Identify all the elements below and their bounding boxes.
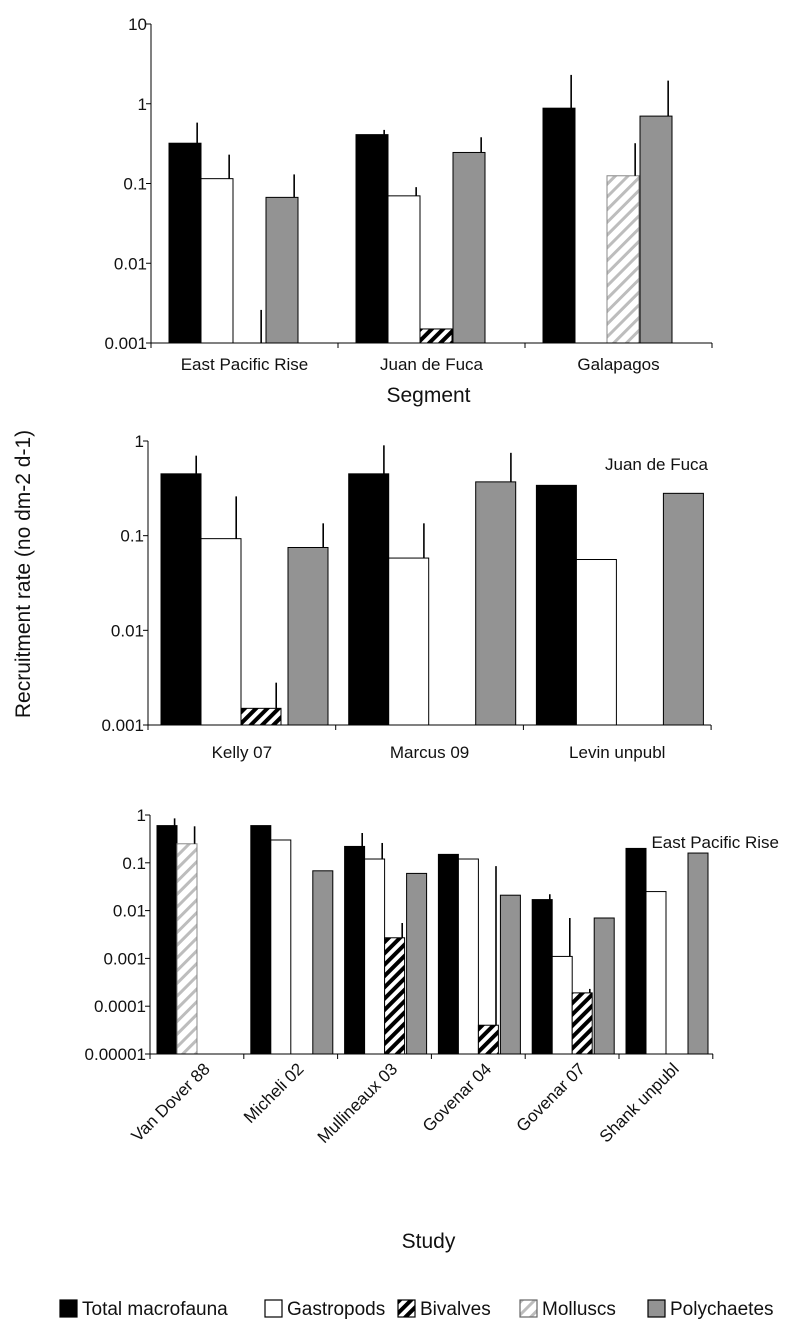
bar-molluscs-galapagos	[606, 175, 640, 344]
bar-polychaetes-govenar-04	[499, 894, 521, 1055]
bar-gastropods-kelly-07	[200, 538, 242, 726]
bar-total-macrofauna-marcus-09	[348, 473, 390, 726]
legend-label-total-macrofauna: Total macrofauna	[82, 1299, 228, 1320]
panel-juan-de-fuca: 1 0.1 0.01 0.001 Kelly 07 Marcus 09 Levin unpu…	[101, 432, 712, 762]
bar-polychaetes-kelly-07	[287, 546, 329, 726]
y-tick-label: 0.01	[111, 621, 144, 640]
panel-annotation: East Pacific Rise	[651, 833, 779, 852]
bar-polychaetes-shank-unpubl	[687, 852, 709, 1055]
x-category-label: East Pacific Rise	[181, 355, 309, 374]
bar-gastropods-govenar-04	[457, 858, 479, 1055]
bar-total-macrofauna-levin-unpubl	[535, 484, 577, 726]
y-tick-label: 0.01	[114, 254, 147, 273]
legend-swatch-bivalves	[397, 1299, 416, 1318]
y-tick-label: 0.001	[104, 334, 147, 353]
y-tick-label: 0.0001	[94, 997, 146, 1016]
bar-polychaetes-govenar-07	[593, 917, 615, 1055]
x-category-label: Micheli 02	[240, 1059, 308, 1127]
panel-segment: 10 1 0.1 0.01 0.001 East Pacific Rise Juan de …	[104, 15, 713, 407]
bar-total-macrofauna-kelly-07	[160, 473, 202, 726]
x-axis-label: Segment	[386, 384, 470, 407]
legend-label-molluscs: Molluscs	[542, 1299, 616, 1320]
bar-bivalves-govenar-04	[477, 1024, 499, 1055]
legend-swatch-molluscs	[519, 1299, 538, 1318]
y-tick-label: 0.1	[122, 854, 146, 873]
x-category-label: Juan de Fuca	[380, 355, 484, 374]
y-tick-label: 0.1	[123, 175, 147, 194]
bar-gastropods-juan-de-fuca	[387, 195, 421, 344]
bar-polychaetes-levin-unpubl	[662, 492, 704, 726]
bar-total-macrofauna-juan-de-fuca	[355, 134, 389, 344]
legend-label-bivalves: Bivalves	[420, 1299, 491, 1320]
bar-bivalves-govenar-07	[571, 992, 593, 1055]
bar-gastropods-shank-unpubl	[645, 891, 667, 1055]
y-tick-label: 0.001	[103, 949, 146, 968]
bar-total-macrofauna-mullineaux-03	[344, 845, 366, 1055]
bar-total-macrofauna-govenar-04	[437, 853, 459, 1055]
x-category-label: Van Dover 88	[128, 1059, 214, 1145]
legend-swatch-total-macrofauna	[59, 1299, 78, 1318]
x-category-label: Mullineaux 03	[314, 1059, 402, 1147]
bar-gastropods-micheli-02	[270, 839, 292, 1055]
x-category-label: Galapagos	[577, 355, 659, 374]
x-category-label: Kelly 07	[212, 743, 272, 762]
x-category-label: Govenar 04	[419, 1059, 495, 1135]
bar-gastropods-east-pacific-rise	[200, 178, 234, 344]
bar-total-macrofauna-micheli-02	[250, 825, 272, 1055]
bar-polychaetes-mullineaux-03	[406, 872, 428, 1055]
y-tick-label: 1	[135, 432, 144, 451]
bar-gastropods-levin-unpubl	[575, 559, 617, 726]
bar-gastropods-govenar-07	[551, 955, 573, 1055]
legend: Total macrofauna Gastropods Bivalves Mollus…	[59, 1299, 774, 1320]
y-tick-label: 0.00001	[85, 1045, 146, 1064]
y-tick-label: 0.01	[113, 902, 146, 921]
y-tick-label: 0.001	[101, 716, 144, 735]
bar-total-macrofauna-govenar-07	[531, 899, 553, 1055]
bar-polychaetes-juan-de-fuca	[452, 151, 486, 344]
bar-total-macrofauna-van-dover-88	[156, 825, 178, 1055]
bar-gastropods-mullineaux-03	[364, 858, 386, 1055]
y-tick-label: 1	[138, 95, 147, 114]
bar-bivalves-juan-de-fuca	[419, 328, 453, 344]
bar-total-macrofauna-shank-unpubl	[625, 847, 647, 1055]
bar-polychaetes-east-pacific-rise	[265, 196, 299, 344]
legend-swatch-gastropods	[264, 1299, 283, 1318]
y-tick-label: 10	[128, 15, 147, 34]
bar-molluscs-van-dover-88	[176, 843, 198, 1055]
y-axis-label: Recruitment rate (no dm-2 d-1)	[12, 430, 35, 718]
bar-gastropods-marcus-09	[388, 557, 430, 726]
x-category-label: Marcus 09	[390, 743, 469, 762]
y-tick-label: 1	[137, 806, 146, 825]
bar-polychaetes-marcus-09	[475, 481, 517, 726]
bar-polychaetes-galapagos	[639, 115, 673, 344]
bar-total-macrofauna-galapagos	[542, 107, 576, 344]
x-axis-label: Study	[402, 1230, 456, 1253]
legend-label-gastropods: Gastropods	[287, 1299, 385, 1320]
legend-label-polychaetes: Polychaetes	[670, 1299, 774, 1320]
x-category-label: Levin unpubl	[569, 743, 665, 762]
y-tick-label: 0.1	[120, 527, 144, 546]
x-category-label: Govenar 07	[513, 1059, 589, 1135]
bar-total-macrofauna-east-pacific-rise	[168, 142, 202, 344]
x-category-label: Shank unpubl	[596, 1059, 683, 1146]
bar-bivalves-mullineaux-03	[384, 937, 406, 1055]
bar-polychaetes-micheli-02	[312, 870, 334, 1055]
bar-bivalves-kelly-07	[240, 707, 282, 726]
legend-swatch-polychaetes	[647, 1299, 666, 1318]
panel-annotation: Juan de Fuca	[605, 455, 709, 474]
